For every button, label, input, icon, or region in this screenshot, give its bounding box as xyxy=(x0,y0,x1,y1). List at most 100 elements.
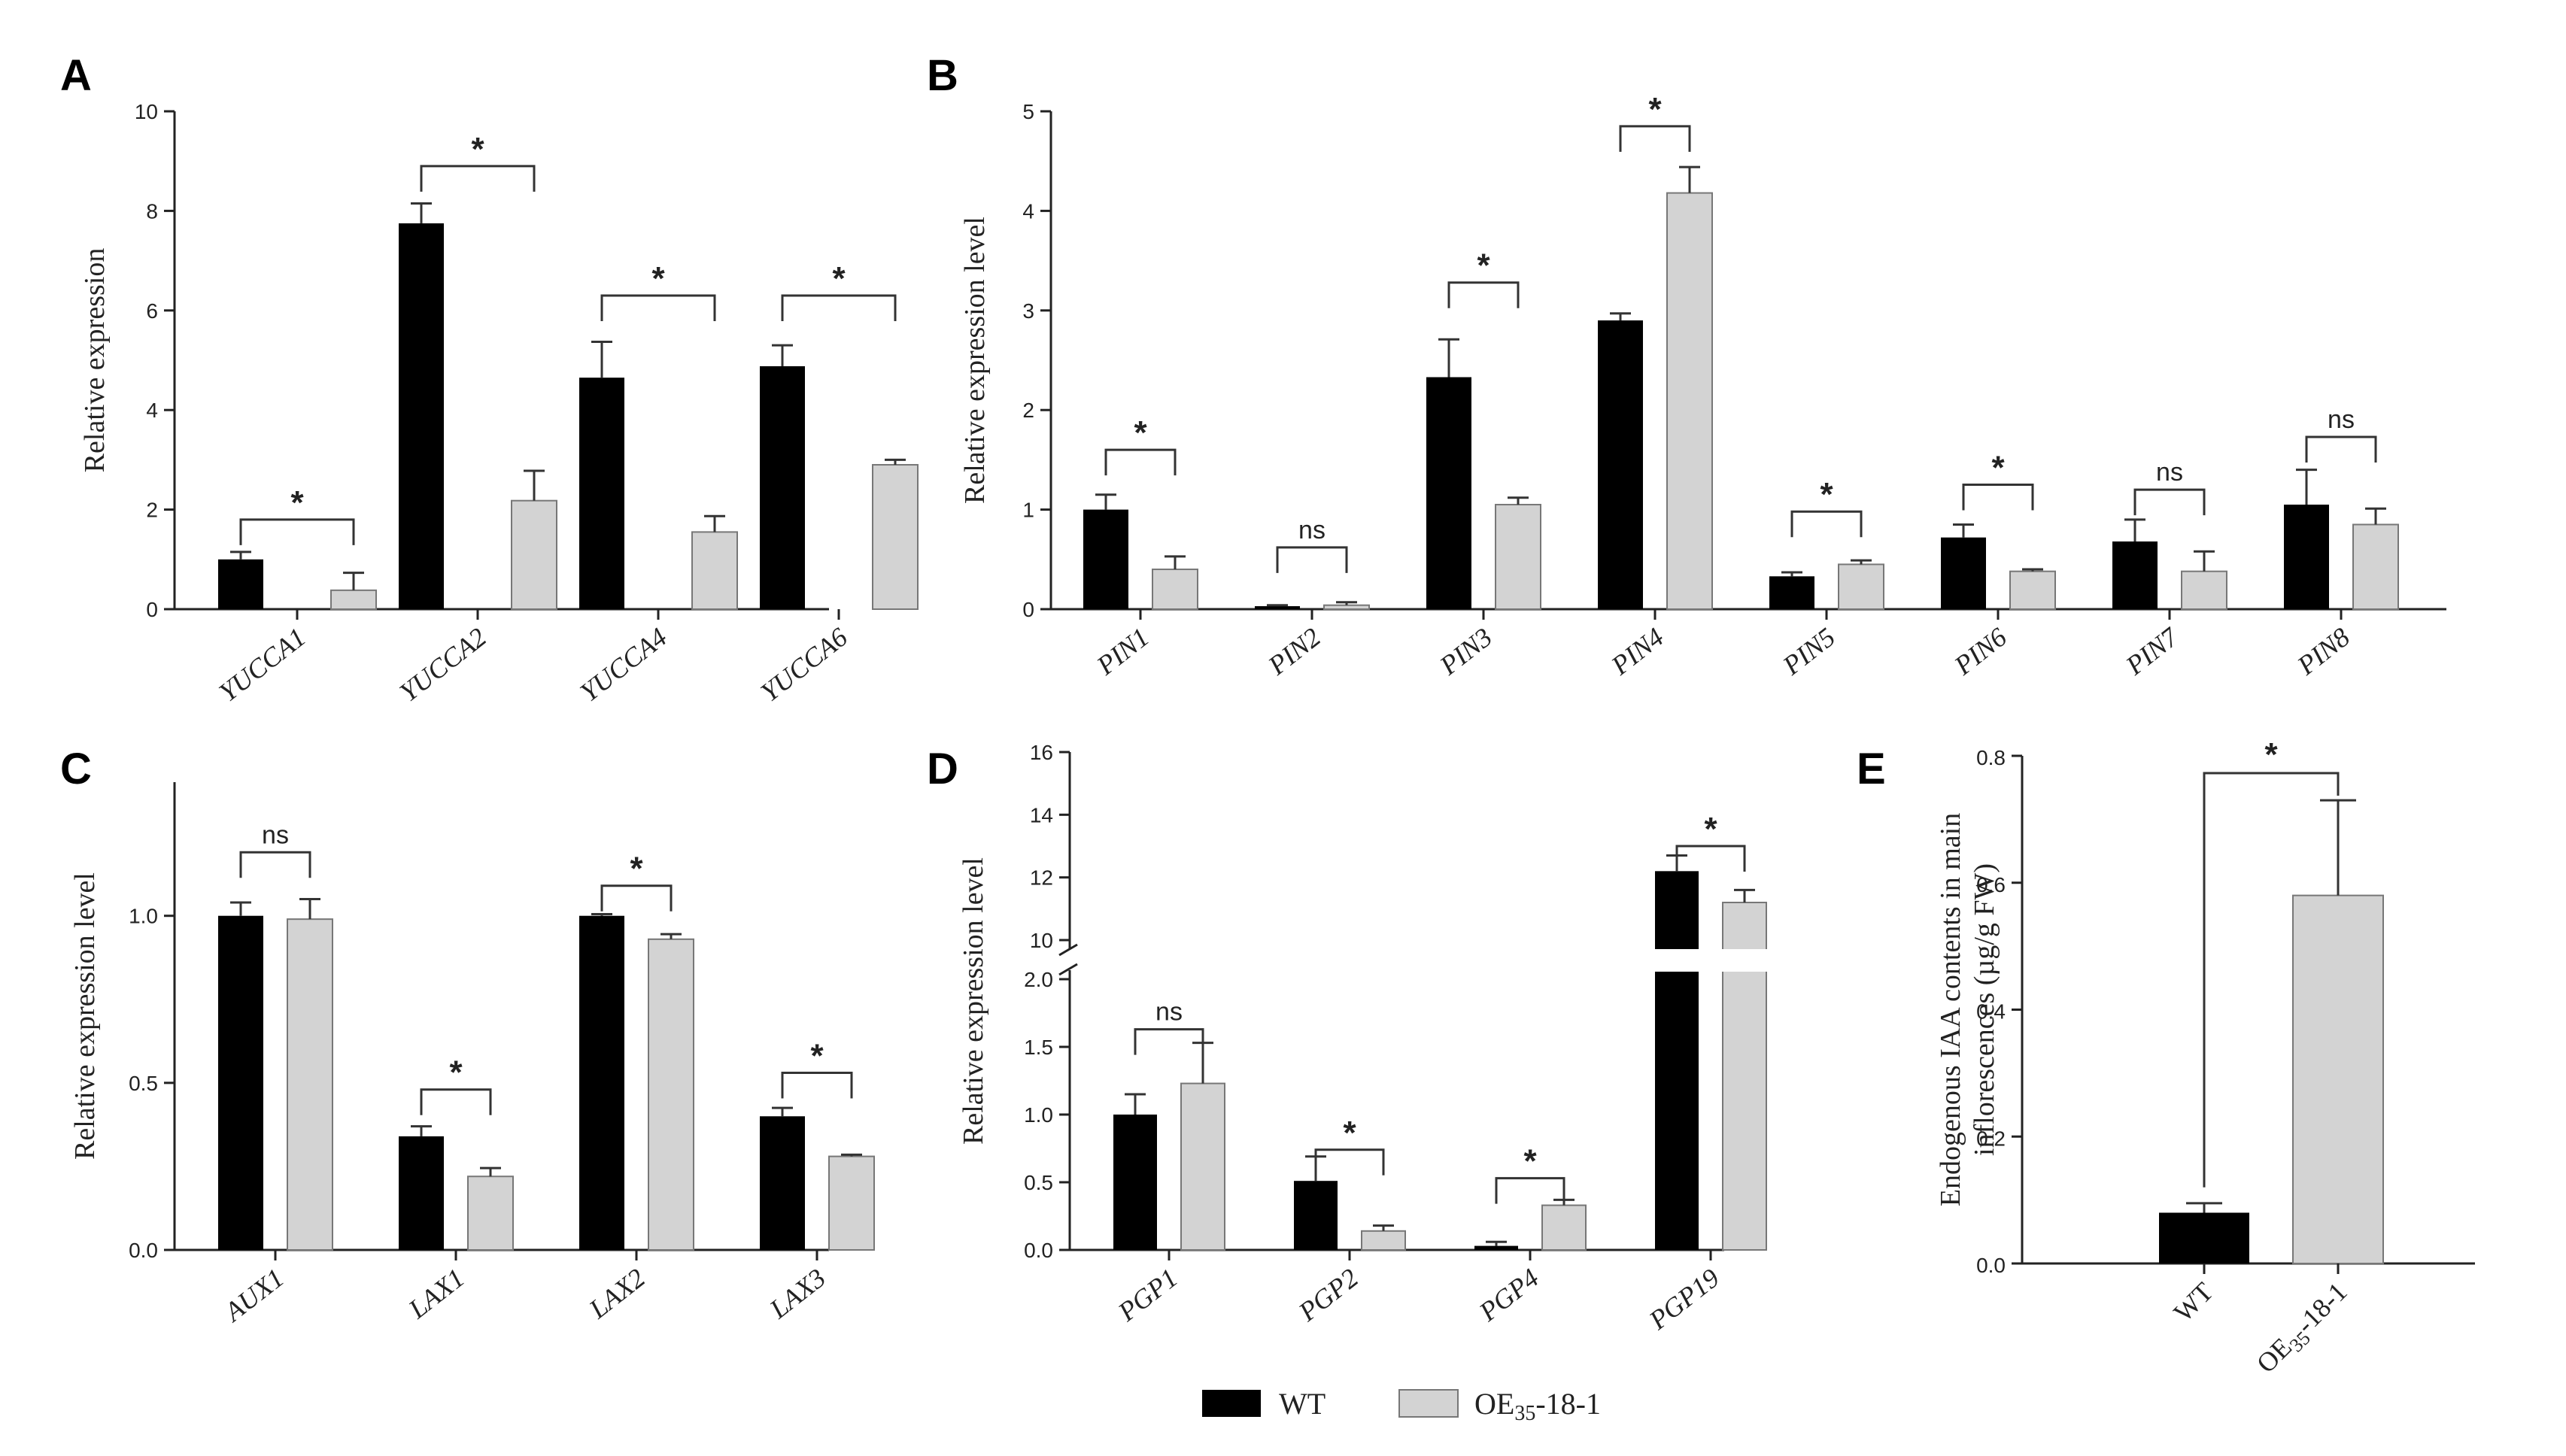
panel-a-sig-label: * xyxy=(471,131,484,168)
panel-d-category-label: PGP1 xyxy=(1112,1263,1183,1327)
panel-d-sig-bracket xyxy=(1675,845,1746,872)
panel-c-sig-label: ns xyxy=(262,821,289,849)
panel-d-bar-wt xyxy=(1655,871,1699,1250)
panel-e-y-tick-label: 0.2 xyxy=(1976,1127,2006,1150)
panel-d-sig-bracket xyxy=(1314,1148,1385,1175)
panel-a-bar-oe xyxy=(511,499,557,611)
panel-b-sig-label: * xyxy=(1477,247,1490,284)
panel-d-y-tick-label: 14 xyxy=(1030,803,1053,827)
panel-b-bar-wt xyxy=(1598,320,1643,609)
panel-d-axis-break-gap xyxy=(1065,949,1074,970)
panel-d-axis-break-mark xyxy=(1058,963,1078,976)
panel-b-category-label: PIN4 xyxy=(1605,622,1669,681)
panel-b-category-label: PIN5 xyxy=(1777,622,1841,681)
panel-e-panel-letter: E xyxy=(1857,745,1886,793)
panel-a-category-label: YUCCA2 xyxy=(394,622,492,708)
panel-d-category-label: PGP2 xyxy=(1292,1263,1364,1327)
panel-b-sig-label: ns xyxy=(1298,516,1326,544)
panel-e-y-tick-label: 0.4 xyxy=(1976,1000,2006,1024)
panel-e-bar-wt xyxy=(2159,1212,2249,1263)
panel-c-y-tick-label: 0.5 xyxy=(129,1072,158,1095)
panel-d-panel-letter: D xyxy=(927,745,958,793)
panel-d-sig-label: * xyxy=(1343,1115,1356,1151)
panel-b-bar-wt xyxy=(1426,377,1471,609)
panel-c-panel-letter: C xyxy=(60,745,92,793)
panel-a-category-label: YUCCA4 xyxy=(575,622,673,708)
panel-c-sig-bracket xyxy=(239,851,311,878)
panel-d-bar-break-oe xyxy=(1720,949,1769,972)
panel-b-bar-oe xyxy=(2009,570,2056,610)
panel-d-category-label: PGP4 xyxy=(1473,1263,1544,1327)
panel-a-bar-wt xyxy=(399,223,444,609)
panel-b-sig-bracket xyxy=(1790,510,1863,538)
panel-b-sig-bracket xyxy=(2133,488,2206,516)
panel-b-sig-bracket xyxy=(1276,546,1348,573)
panel-b-y-tick-label: 0 xyxy=(1022,598,1034,621)
panel-e-y-tick-label: 0.6 xyxy=(1976,873,2006,896)
panel-d-y-tick-label: 1.5 xyxy=(1024,1036,1053,1059)
panel-b-bar-oe xyxy=(2181,570,2227,610)
panel-b-bar-oe xyxy=(1666,192,1713,610)
panel-d-y-tick-label: 10 xyxy=(1030,929,1053,952)
panel-b-sig-label: * xyxy=(1820,476,1833,513)
panel-a-sig-bracket xyxy=(420,165,536,192)
panel-b-bar-oe xyxy=(2352,523,2399,611)
panel-d-bar-oe xyxy=(1361,1230,1406,1251)
panel-d-bar-break-wt xyxy=(1653,949,1700,972)
panel-b-sig-label: * xyxy=(1134,414,1147,451)
panel-b-sig-label: ns xyxy=(2328,405,2355,434)
panel-b-bar-wt xyxy=(1083,509,1128,609)
panel-d-sig-bracket xyxy=(1495,1177,1565,1204)
panel-d-bar-oe xyxy=(1180,1082,1225,1251)
panel-a-y-tick-label: 6 xyxy=(146,299,158,323)
panel-b-y-tick-label: 5 xyxy=(1022,100,1034,123)
panel-b-sig-label: * xyxy=(1991,450,2005,487)
panel-b-sig-bracket xyxy=(2305,435,2377,463)
panel-e-y-tick-label: 0.8 xyxy=(1976,746,2006,769)
panel-a-y-tick-label: 4 xyxy=(146,399,158,422)
panel-a-y-tick-label: 10 xyxy=(135,100,158,123)
panel-d-sig-label: * xyxy=(1704,811,1717,848)
panel-d-sig-label: ns xyxy=(1155,998,1183,1027)
panel-b-bar-wt xyxy=(1941,537,1986,609)
legend: WT OE35-18-1 xyxy=(1202,1387,1601,1425)
panel-a-bar-oe xyxy=(330,589,377,610)
panel-c-bar-oe xyxy=(648,938,694,1251)
legend-wt-swatch xyxy=(1202,1390,1261,1417)
panel-a-category-label: YUCCA6 xyxy=(755,622,853,708)
panel-a-category-label: YUCCA1 xyxy=(214,622,311,708)
panel-a-sig-label: * xyxy=(290,484,304,521)
panel-b-category-label: PIN2 xyxy=(1262,622,1326,681)
panel-c-bar-oe xyxy=(287,918,333,1251)
panel-e-category-label: OE35-18-1 xyxy=(2251,1276,2356,1382)
panel-b-category-label: PIN7 xyxy=(2120,621,2185,681)
panel-e-bar-oe xyxy=(2292,894,2384,1264)
panel-c-category-label: LAX1 xyxy=(402,1263,470,1325)
panel-b-y-tick-label: 4 xyxy=(1022,199,1034,223)
panel-a-y-tick-label: 2 xyxy=(146,499,158,522)
panel-b-bar-oe xyxy=(1838,563,1884,610)
legend-oe-label: OE35-18-1 xyxy=(1474,1387,1601,1425)
panel-c-category-label: LAX3 xyxy=(764,1263,831,1325)
panel-a-bar-wt xyxy=(579,378,624,609)
panel-a-sig-bracket xyxy=(600,294,716,321)
panel-c-y-axis-label: Relative expression level xyxy=(69,872,101,1160)
panel-b-bar-wt xyxy=(2284,504,2329,609)
panel-c-category-label: LAX2 xyxy=(583,1263,651,1325)
panel-b-sig-label: ns xyxy=(2156,458,2183,487)
panel-b: B Relative expression level 0 1 2 3 4 5 * PIN1 ns P… xyxy=(927,51,2446,681)
panel-c-sig-label: * xyxy=(630,851,643,887)
panel-c-bar-wt xyxy=(218,915,263,1250)
panel-a-bar-oe xyxy=(872,464,919,611)
panel-c-sig-bracket xyxy=(781,1072,853,1099)
panel-a: A Relative expression 0 2 4 6 8 10 * YUCCA1 * YUCCA… xyxy=(60,51,919,708)
panel-b-y-tick-label: 2 xyxy=(1022,399,1034,422)
panel-a-sig-label: * xyxy=(832,260,846,297)
panel-b-sig-bracket xyxy=(1962,484,2034,511)
panel-e-category-label: WT xyxy=(2168,1276,2219,1327)
panel-c-y-tick-label: 0.0 xyxy=(129,1239,158,1262)
panel-c-sig-bracket xyxy=(600,884,673,912)
panel-b-sig-bracket xyxy=(1104,448,1177,476)
panel-d-axis-break-mark xyxy=(1058,943,1078,957)
panel-b-bar-wt xyxy=(1255,606,1300,609)
